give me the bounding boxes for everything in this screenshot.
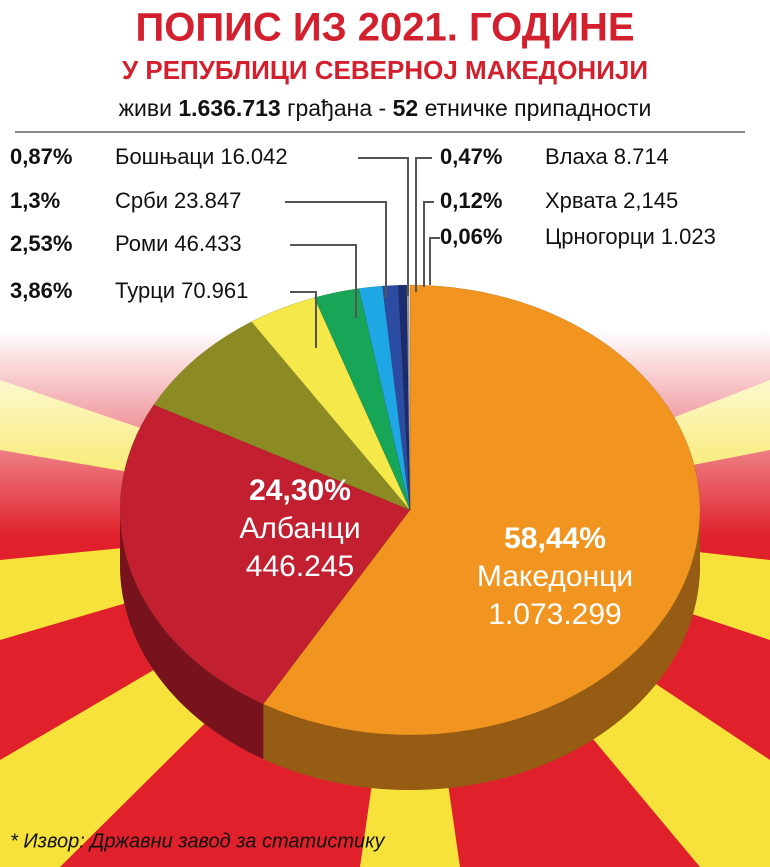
summary: живи 1.636.713 грађана - 52 етничке прип…	[119, 95, 652, 121]
footnote: * Извор: Државни завод за статистику	[10, 830, 386, 852]
legend-label: Влаха	[545, 144, 608, 169]
leader-line	[290, 291, 317, 348]
slice-name: Албанци	[239, 512, 360, 545]
slice	[382, 284, 411, 511]
summary-number: 1.636.713	[178, 95, 280, 121]
leader-line	[358, 157, 409, 296]
slice-count: 446.245	[246, 550, 354, 583]
legend-label: Хрвата	[545, 188, 618, 213]
legend-label: Срби	[115, 188, 168, 213]
legend-label: Бошњаци	[115, 144, 214, 169]
slice	[397, 284, 411, 511]
legend-count: 23.847	[174, 188, 241, 213]
slice	[358, 285, 411, 511]
slice-side	[263, 510, 700, 790]
slice	[119, 404, 411, 705]
slice-percent: 24,30%	[249, 474, 351, 507]
leader-line	[423, 201, 434, 287]
legend-percent: 0,47%	[440, 144, 502, 169]
legend-percent: 0,12%	[440, 188, 502, 213]
legend-label: Роми	[115, 231, 168, 256]
summary-text: грађана -	[287, 95, 386, 121]
legend-count: 70.961	[181, 278, 248, 303]
chart-subtitle: У РЕПУБЛИЦИ СЕВЕРНОЈ МАКЕДОНИЈИ	[122, 55, 648, 85]
legend-count: 16.042	[220, 144, 287, 169]
legend-count: 1.023	[661, 224, 716, 249]
legend-count: 46.433	[174, 231, 241, 256]
leader-lines	[285, 157, 440, 348]
leader-line	[290, 244, 357, 318]
leader-line	[415, 157, 432, 292]
legend-percent: 3,86%	[10, 278, 72, 303]
summary-number: 52	[393, 95, 419, 121]
slice-percent: 58,44%	[504, 522, 606, 555]
slice-count: 1.073.299	[488, 598, 621, 631]
legend-percent: 0,87%	[10, 144, 72, 169]
legend-label: Црногорци	[545, 224, 655, 249]
legend-percent: 1,3%	[10, 188, 60, 213]
legend-percent: 2,53%	[10, 231, 72, 256]
legend-count: 8.714	[614, 144, 669, 169]
slice-side	[120, 510, 264, 760]
leader-line	[285, 201, 387, 298]
pie	[119, 284, 701, 790]
legend-percent: 0,06%	[440, 224, 502, 249]
legend-count: 2,145	[623, 188, 678, 213]
slice	[313, 288, 411, 511]
slice	[262, 284, 701, 736]
legend-label: Турци	[115, 278, 175, 303]
chart-title: ПОПИС ИЗ 2021. ГОДИНЕ	[135, 6, 634, 50]
summary-text: живи	[119, 95, 172, 121]
leader-line	[429, 237, 440, 285]
summary-text: етничке припадности	[425, 95, 652, 121]
slice	[250, 297, 411, 511]
slice-name: Македонци	[477, 560, 633, 593]
